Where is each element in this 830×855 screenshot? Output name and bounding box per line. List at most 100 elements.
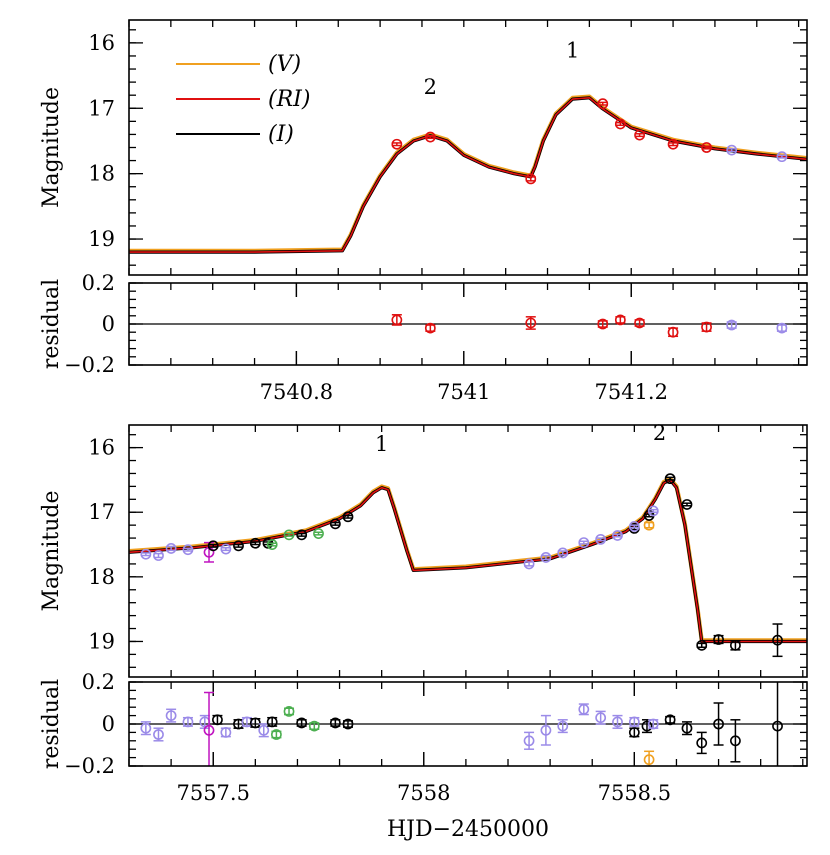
data-point <box>266 539 278 550</box>
y-tick-label: −0.2 <box>64 754 115 778</box>
data-point <box>696 737 708 749</box>
data-point <box>391 138 403 150</box>
y-tick-label: 0.2 <box>82 271 115 295</box>
x-tick-label: 7541.2 <box>594 380 667 404</box>
data-point <box>283 706 295 717</box>
plot-area <box>140 682 783 766</box>
legend-label: (I) <box>268 122 294 147</box>
data-point <box>140 548 152 560</box>
data-point <box>165 710 177 721</box>
plot-frame <box>128 681 808 767</box>
y-axis-label: Magnitude <box>39 490 64 611</box>
data-point <box>597 98 609 110</box>
plot-area <box>391 314 788 338</box>
legend-label: (RI) <box>268 87 310 112</box>
data-point <box>628 521 640 532</box>
data-point <box>595 533 607 545</box>
data-point <box>628 716 640 728</box>
data-point <box>308 720 320 732</box>
data-point <box>249 537 261 549</box>
y-tick-label: 19 <box>88 629 115 653</box>
data-point <box>313 528 324 539</box>
data-point <box>220 543 232 555</box>
data-point <box>283 529 295 541</box>
data-point <box>726 144 738 156</box>
data-point <box>772 634 783 646</box>
data-point <box>776 151 788 163</box>
data-point <box>424 322 436 334</box>
data-point <box>614 314 626 326</box>
plot-frame <box>128 424 808 678</box>
data-point <box>641 720 653 732</box>
model-curve-i <box>129 478 807 644</box>
y-axis-label: Magnitude <box>39 87 64 208</box>
data-point <box>329 518 341 530</box>
bottom-light-curve-panel: 16 17 18 19 Magnitude 1 2 <box>39 421 808 678</box>
y-tick-label: 17 <box>88 96 115 120</box>
data-point <box>523 558 535 570</box>
peak-label: 1 <box>566 38 579 62</box>
data-point <box>296 717 308 729</box>
plot-area <box>129 473 807 658</box>
data-point <box>776 322 788 334</box>
data-point <box>701 142 712 153</box>
data-point <box>681 499 693 510</box>
data-point <box>634 129 645 141</box>
x-tick-label: 7541 <box>437 380 490 404</box>
top-light-curve-panel: 16 17 18 19 Magnitude 2 1 (V) (RI) (I) <box>39 19 808 276</box>
data-point <box>701 321 712 333</box>
x-tick-label: 7558.5 <box>598 781 671 805</box>
data-point <box>643 754 655 766</box>
legend-label: (V) <box>268 52 301 77</box>
peak-label: 1 <box>375 432 388 456</box>
peak-label: 2 <box>424 75 437 99</box>
data-point <box>165 543 177 554</box>
data-point <box>523 735 535 747</box>
x-tick-label: 7540.8 <box>260 380 333 404</box>
plot-frame <box>128 19 808 276</box>
data-point <box>296 529 308 541</box>
y-tick-label: 19 <box>88 227 115 251</box>
data-point <box>207 540 219 552</box>
data-point <box>342 511 354 523</box>
data-point <box>696 639 708 651</box>
x-axis-label: HJD−2450000 <box>387 817 549 842</box>
data-point <box>140 722 152 734</box>
data-point <box>525 173 537 185</box>
data-point <box>667 138 679 150</box>
y-axis-label: residual <box>39 679 64 769</box>
data-point <box>424 131 436 143</box>
top-residual-panel: 0.2 0 −0.2 7540.8 7541 7541.2 residual <box>39 271 808 404</box>
y-tick-label: 0 <box>102 312 115 336</box>
data-point <box>628 727 640 738</box>
y-tick-label: 0 <box>102 712 115 736</box>
data-point <box>258 724 270 736</box>
y-axis-label: residual <box>39 279 64 369</box>
data-point <box>182 716 194 728</box>
y-tick-label: −0.2 <box>64 353 115 377</box>
x-tick-label: 7558 <box>397 781 450 805</box>
data-point <box>664 473 676 485</box>
data-point <box>249 717 261 729</box>
data-point <box>647 505 659 517</box>
data-point <box>557 547 569 559</box>
data-point <box>525 317 537 329</box>
data-point <box>203 724 215 736</box>
model-curve-v <box>129 94 807 254</box>
data-point <box>329 717 341 729</box>
x-tick-label: 7557.5 <box>176 781 249 805</box>
data-point <box>212 714 223 726</box>
y-tick-label: 18 <box>88 162 115 186</box>
data-point <box>578 537 590 548</box>
data-point <box>597 318 609 330</box>
data-point <box>220 727 232 738</box>
data-point <box>772 720 783 732</box>
y-tick-label: 0.2 <box>82 670 115 694</box>
model-curve-ri <box>129 97 807 253</box>
data-point <box>726 319 738 331</box>
data-point <box>182 544 194 556</box>
data-point <box>614 118 626 130</box>
data-point <box>713 634 724 645</box>
peak-label: 2 <box>653 421 666 445</box>
